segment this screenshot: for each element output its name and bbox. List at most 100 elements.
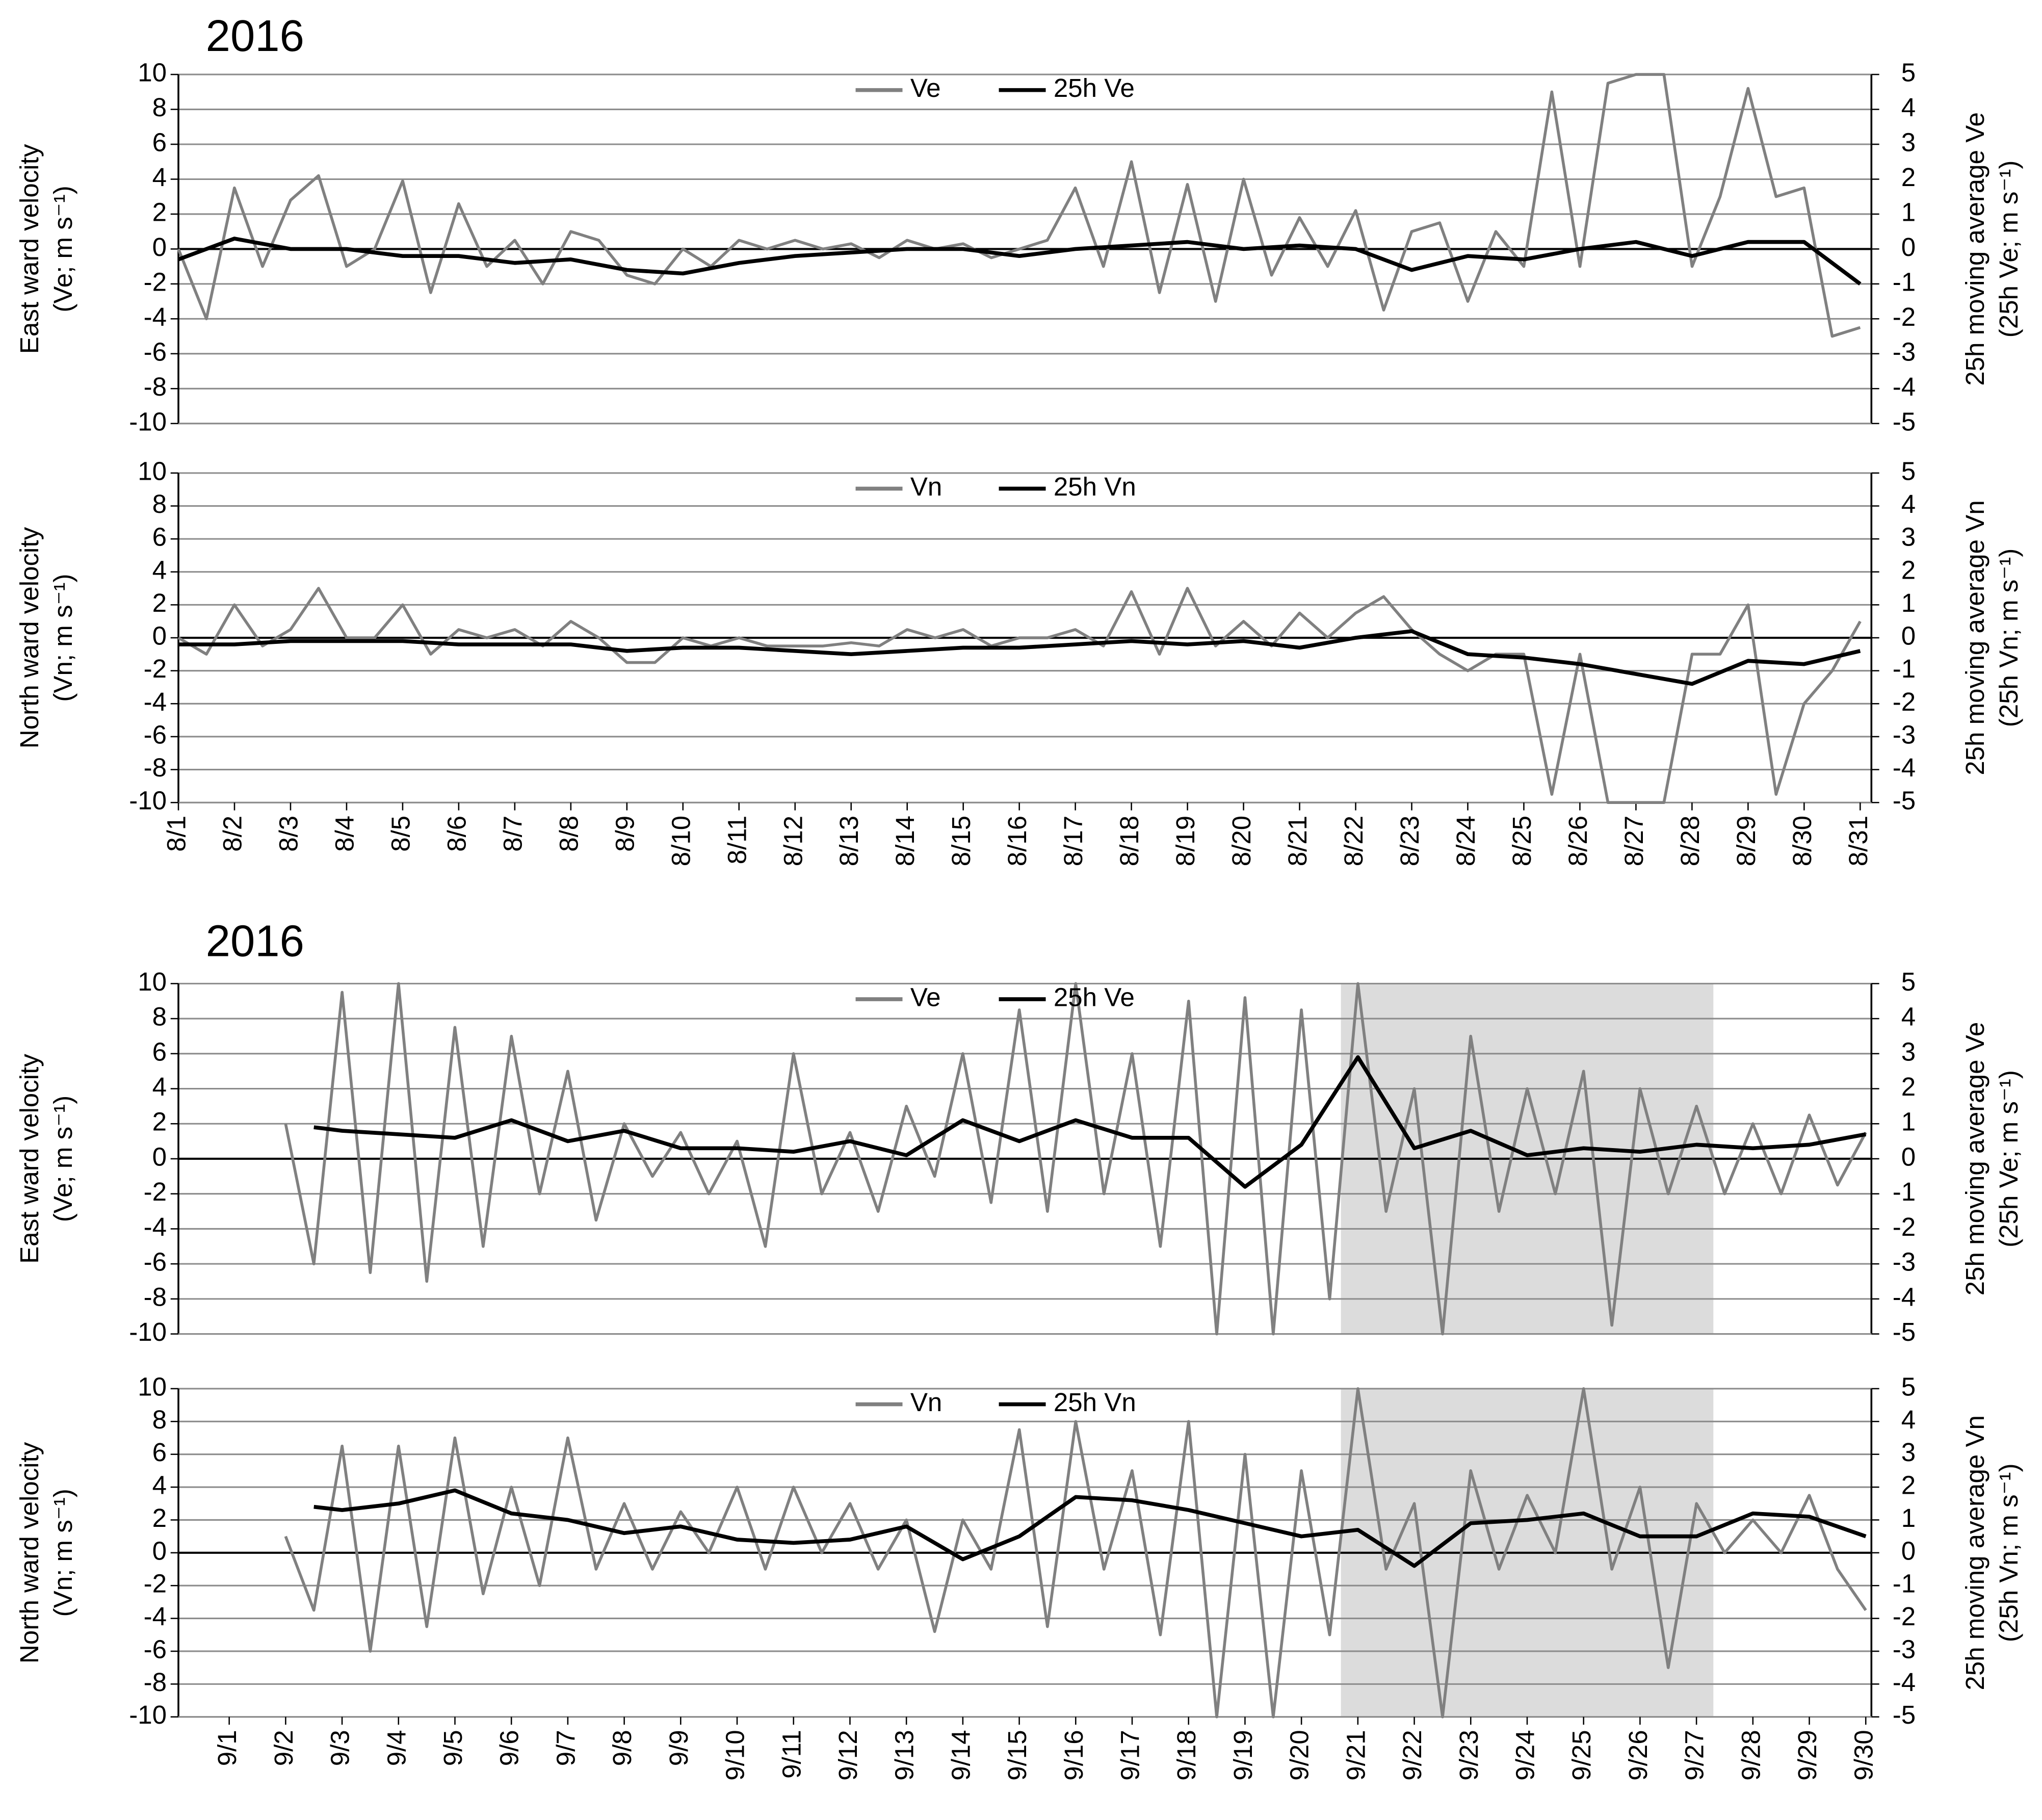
y2-tick-label: 3 (1901, 523, 1916, 552)
y-tick-label: 8 (152, 93, 167, 122)
y2-tick-label: 3 (1901, 1037, 1916, 1066)
y2-tick-label: -3 (1893, 720, 1916, 749)
x-tick-label: 9/5 (438, 1730, 467, 1766)
x-tick-label: 8/5 (386, 816, 415, 852)
y-tick-label: 2 (152, 197, 167, 226)
y-tick-label: -4 (144, 687, 167, 716)
y2-tick-label: -5 (1893, 1700, 1916, 1729)
y-tick-label: 6 (152, 1037, 167, 1066)
x-tick-label: 9/10 (721, 1730, 750, 1780)
y-tick-label: -4 (144, 1602, 167, 1631)
y-axis-title: North ward velocity (15, 527, 44, 748)
y-tick-label: -8 (144, 1668, 167, 1697)
x-tick-label: 9/6 (495, 1730, 524, 1766)
y-axis-title: (Ve; m s⁻¹) (48, 1096, 77, 1222)
y2-tick-label: -4 (1893, 372, 1916, 401)
y2-tick-label: 1 (1901, 197, 1916, 226)
y2-tick-label: -1 (1893, 654, 1916, 683)
y-axis-title: East ward velocity (15, 144, 44, 354)
y2-tick-label: 2 (1901, 555, 1916, 584)
y2-tick-label: -2 (1893, 1212, 1916, 1241)
y-tick-label: -2 (144, 654, 167, 683)
y2-tick-label: 3 (1901, 1438, 1916, 1467)
x-tick-label: 8/10 (666, 816, 695, 866)
x-tick-label: 9/16 (1059, 1730, 1088, 1780)
y2-tick-label: 2 (1901, 163, 1916, 192)
series-line (177, 73, 1861, 338)
y2-axis-title: (25h Ve; m s⁻¹) (1994, 161, 2023, 338)
series-line (178, 629, 1861, 686)
x-tick-label: 8/13 (834, 816, 863, 866)
x-tick-label: 8/2 (218, 816, 247, 852)
y2-axis-title: (25h Vn; m s⁻¹) (1994, 1464, 2023, 1643)
x-tick-label: 9/11 (777, 1730, 806, 1779)
x-tick-label: 9/1 (213, 1730, 242, 1766)
y-tick-label: -2 (144, 267, 167, 296)
x-tick-label: 8/4 (330, 816, 359, 852)
x-tick-label: 9/25 (1567, 1730, 1596, 1780)
legend-label: Ve (910, 983, 941, 1012)
y2-tick-label: 5 (1901, 1372, 1916, 1401)
series-line (177, 237, 1862, 285)
y-tick-label: -8 (144, 1282, 167, 1311)
y-tick-label: -2 (144, 1177, 167, 1206)
legend-label: 25h Ve (1054, 73, 1135, 102)
y-tick-label: -6 (144, 1247, 167, 1277)
y-tick-label: 2 (152, 1503, 167, 1532)
x-tick-label: 8/30 (1788, 816, 1817, 866)
y-tick-label: -10 (129, 407, 167, 436)
y2-tick-label: 1 (1901, 588, 1916, 617)
y-tick-label: -10 (129, 1700, 167, 1729)
y2-tick-label: 4 (1901, 489, 1916, 518)
x-tick-label: 8/14 (891, 816, 920, 866)
x-tick-label: 9/30 (1849, 1730, 1878, 1780)
y2-tick-label: 2 (1901, 1072, 1916, 1101)
y-tick-label: 2 (152, 588, 167, 617)
y2-axis-title: 25h moving average Vn (1960, 500, 1989, 775)
y-tick-label: -10 (129, 1317, 167, 1346)
y-tick-label: 4 (152, 1072, 167, 1101)
y2-tick-label: 1 (1901, 1107, 1916, 1136)
x-tick-label: 8/7 (498, 816, 527, 852)
x-tick-label: 9/4 (382, 1730, 411, 1766)
x-tick-label: 8/18 (1115, 816, 1144, 866)
x-tick-label: 8/29 (1732, 816, 1761, 866)
y2-tick-label: -4 (1893, 753, 1916, 782)
y2-tick-label: -3 (1893, 1247, 1916, 1277)
y2-tick-label: 0 (1901, 621, 1916, 651)
x-tick-label: 9/28 (1736, 1730, 1765, 1780)
y-tick-label: -8 (144, 372, 167, 401)
y-tick-label: 4 (152, 163, 167, 192)
series-line (284, 1387, 1867, 1719)
y-axis-title: North ward velocity (15, 1442, 44, 1663)
x-tick-label: 9/24 (1510, 1730, 1539, 1780)
y-axis-title: (Vn; m s⁻¹) (48, 1489, 77, 1617)
y2-axis-title: (25h Ve; m s⁻¹) (1994, 1070, 2023, 1247)
y-tick-label: -6 (144, 1634, 167, 1663)
legend-label: Vn (910, 472, 942, 501)
y-tick-label: 6 (152, 1438, 167, 1467)
y2-tick-label: -3 (1893, 1634, 1916, 1663)
x-tick-label: 8/9 (610, 816, 639, 852)
series-line (284, 982, 1867, 1336)
y-tick-label: 0 (152, 232, 167, 262)
y2-tick-label: -4 (1893, 1282, 1916, 1311)
legend-label: Ve (910, 73, 941, 102)
y-tick-label: -10 (129, 786, 167, 815)
x-tick-label: 8/26 (1563, 816, 1592, 866)
y2-tick-label: 5 (1901, 58, 1916, 87)
legend-label: 25h Ve (1054, 983, 1135, 1012)
y-tick-label: -4 (144, 1212, 167, 1241)
x-tick-label: 8/1 (162, 816, 191, 852)
x-tick-label: 8/3 (274, 816, 303, 852)
x-tick-label: 8/25 (1507, 816, 1536, 866)
y2-tick-label: -1 (1893, 1569, 1916, 1598)
chart-title: 2016 (206, 11, 304, 61)
y-tick-label: 4 (152, 555, 167, 584)
x-tick-label: 8/19 (1171, 816, 1200, 866)
y2-tick-label: 4 (1901, 93, 1916, 122)
y-tick-label: -2 (144, 1569, 167, 1598)
y2-tick-label: -5 (1893, 786, 1916, 815)
y2-tick-label: 4 (1901, 1002, 1916, 1031)
